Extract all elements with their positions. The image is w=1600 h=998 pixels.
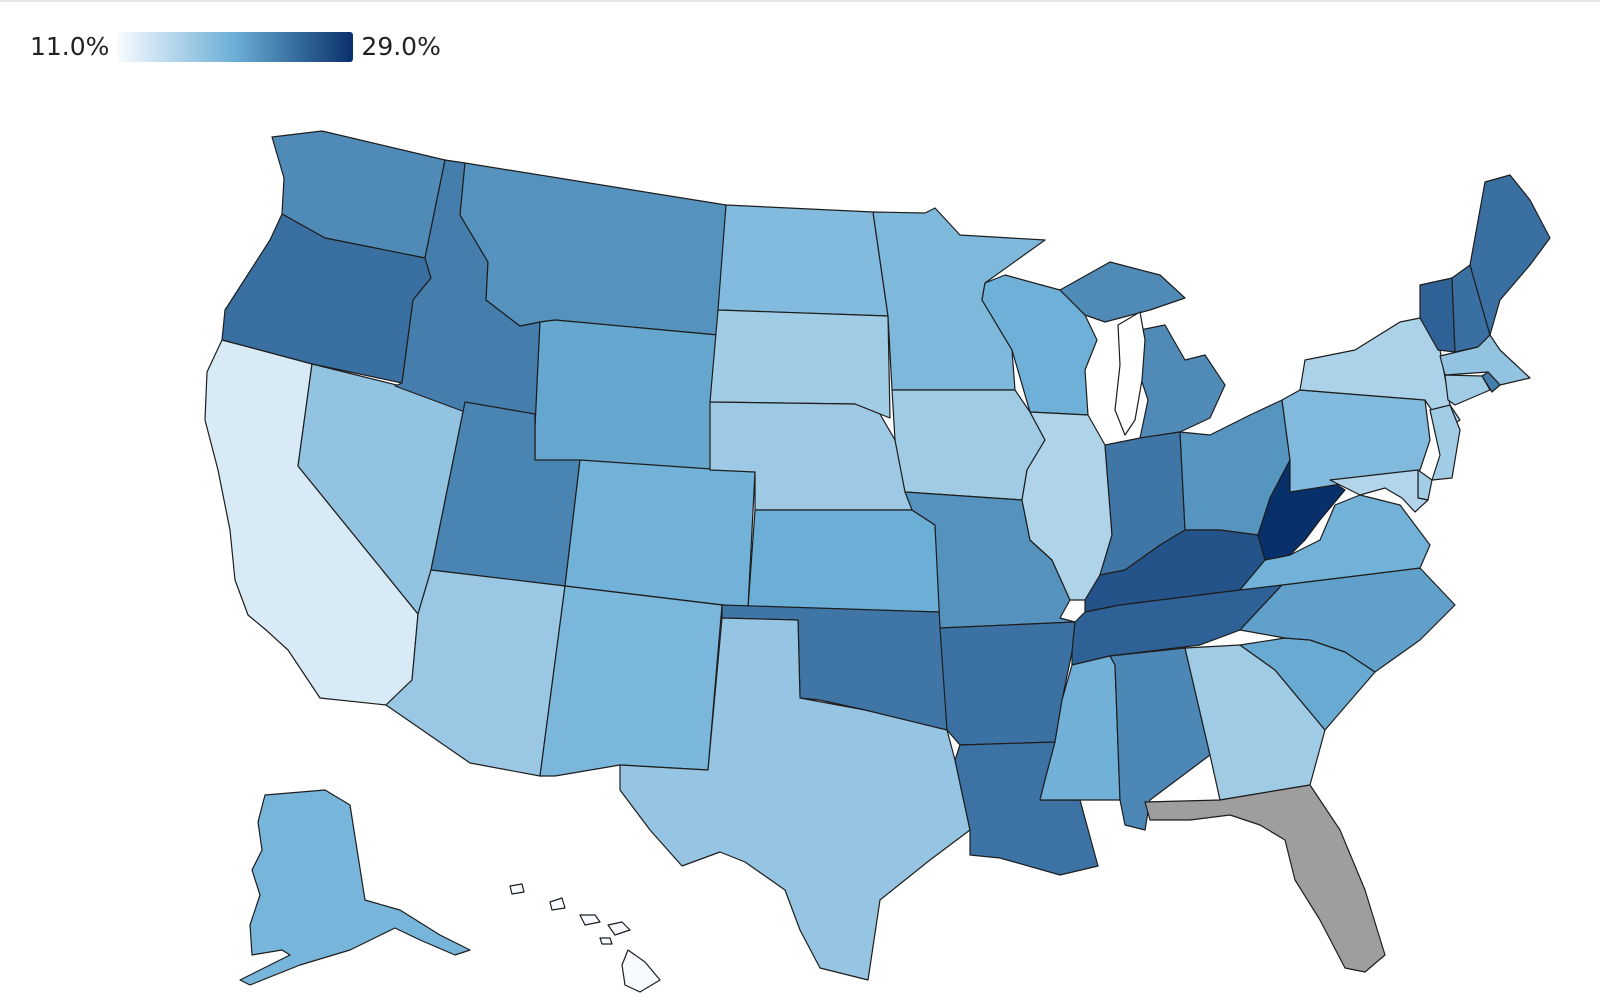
state-maryland[interactable] bbox=[1329, 469, 1429, 513]
state-texas[interactable] bbox=[619, 617, 971, 981]
state-wyoming[interactable] bbox=[534, 319, 719, 471]
legend-min-label: 11.0% bbox=[30, 32, 110, 61]
lake-michigan bbox=[1114, 311, 1146, 436]
state-delaware[interactable] bbox=[1417, 469, 1433, 501]
state-alaska[interactable] bbox=[239, 789, 471, 986]
state-vermont[interactable] bbox=[1419, 277, 1456, 353]
state-florida[interactable] bbox=[1144, 784, 1386, 973]
state-massachusetts[interactable] bbox=[1439, 334, 1531, 386]
state-rhode-island[interactable] bbox=[1481, 371, 1501, 393]
state-colorado[interactable] bbox=[564, 459, 756, 609]
state-iowa[interactable] bbox=[891, 389, 1046, 501]
top-rule bbox=[0, 0, 1600, 2]
state-kansas[interactable] bbox=[747, 509, 941, 613]
state-hawaii[interactable] bbox=[509, 883, 661, 993]
state-montana[interactable] bbox=[459, 162, 727, 336]
states-group bbox=[204, 130, 1551, 993]
color-legend: 11.0% 29.0% bbox=[30, 30, 441, 64]
state-new-jersey[interactable] bbox=[1429, 404, 1461, 481]
legend-max-label: 29.0% bbox=[361, 32, 441, 61]
state-north-dakota[interactable] bbox=[717, 204, 889, 317]
state-maine[interactable] bbox=[1469, 174, 1551, 336]
great-lakes bbox=[1114, 311, 1146, 436]
legend-gradient-bar bbox=[117, 32, 354, 62]
state-arkansas[interactable] bbox=[939, 621, 1076, 746]
state-new-mexico[interactable] bbox=[539, 585, 723, 777]
state-wisconsin[interactable] bbox=[981, 274, 1098, 416]
state-connecticut[interactable] bbox=[1444, 374, 1491, 406]
